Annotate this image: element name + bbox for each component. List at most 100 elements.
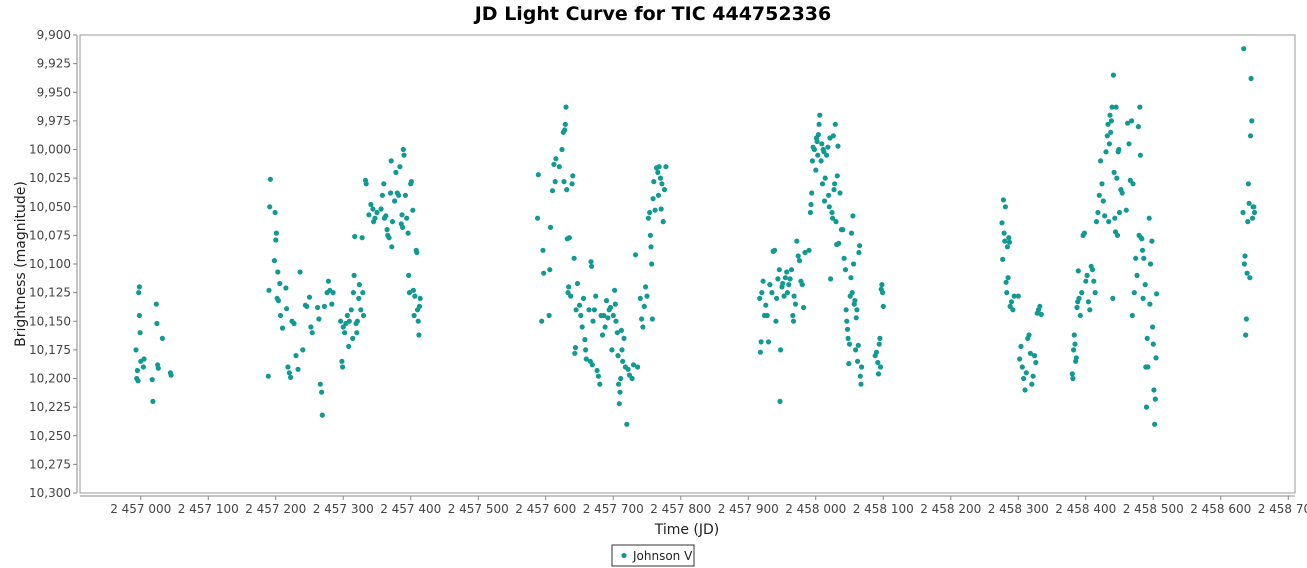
data-point <box>1248 75 1254 82</box>
data-point <box>356 282 362 288</box>
data-point <box>817 112 823 118</box>
data-point <box>265 373 271 379</box>
data-point <box>549 188 556 194</box>
data-point <box>1017 356 1023 362</box>
data-point <box>1147 301 1153 307</box>
data-point <box>578 312 584 319</box>
data-point <box>408 179 414 185</box>
data-point <box>346 318 352 324</box>
data-point <box>605 315 611 321</box>
data-point <box>1008 299 1015 305</box>
data-point <box>589 263 595 269</box>
data-point <box>1073 355 1079 361</box>
data-point <box>1106 219 1112 225</box>
data-point <box>1081 230 1087 236</box>
data-point <box>317 381 323 387</box>
data-point <box>1123 207 1129 213</box>
data-point <box>1125 120 1131 126</box>
data-point <box>759 290 765 296</box>
data-point <box>1095 209 1101 216</box>
data-point <box>338 318 344 324</box>
data-point <box>568 293 574 299</box>
data-point <box>619 347 625 353</box>
data-point <box>851 261 857 267</box>
data-point <box>291 320 297 327</box>
data-point <box>267 204 273 210</box>
data-point <box>644 293 650 299</box>
data-point <box>541 270 547 276</box>
data-point <box>841 255 847 261</box>
data-point <box>655 169 661 175</box>
data-point <box>566 284 572 290</box>
y-tick-label: 10,100 <box>29 257 71 271</box>
data-point <box>811 146 818 153</box>
data-point <box>384 227 390 233</box>
data-point <box>400 146 406 153</box>
data-point <box>1108 129 1114 135</box>
data-point <box>1147 261 1154 267</box>
data-point <box>855 342 861 348</box>
data-point <box>1002 204 1009 210</box>
data-point <box>663 164 669 170</box>
data-point <box>790 318 797 324</box>
data-point <box>579 324 585 330</box>
y-tick-label: 10,025 <box>29 171 71 185</box>
data-point <box>647 232 654 238</box>
data-point <box>363 181 369 187</box>
data-point <box>620 358 626 364</box>
data-point <box>297 269 303 275</box>
chart-title: JD Light Curve for TIC 444752336 <box>473 3 832 25</box>
data-point <box>1152 396 1158 402</box>
data-point <box>782 275 789 281</box>
data-point <box>154 320 160 327</box>
data-point <box>859 364 865 370</box>
data-point <box>569 181 575 187</box>
data-point <box>819 141 825 147</box>
data-point <box>794 238 800 244</box>
data-point <box>411 312 417 319</box>
data-point <box>775 276 781 282</box>
y-tick-label: 10,150 <box>29 314 71 328</box>
data-point <box>807 209 814 216</box>
data-point <box>397 164 403 170</box>
data-point <box>795 253 801 259</box>
data-point <box>784 269 790 275</box>
data-point <box>845 335 851 341</box>
data-point <box>826 192 832 198</box>
data-point <box>849 290 855 296</box>
data-point <box>844 318 850 324</box>
data-point <box>801 304 807 311</box>
data-point <box>1154 291 1160 297</box>
data-point <box>856 249 862 256</box>
data-point <box>614 330 620 336</box>
data-point <box>616 381 622 387</box>
data-point <box>414 249 420 256</box>
data-point <box>773 318 779 324</box>
data-point <box>630 362 637 368</box>
data-point <box>1151 387 1157 393</box>
data-point <box>136 312 142 319</box>
data-point <box>661 187 668 193</box>
x-tick-label: 2 457 800 <box>650 502 711 516</box>
data-point <box>595 373 602 379</box>
x-tick-label: 2 458 300 <box>988 502 1049 516</box>
data-point <box>1135 124 1141 130</box>
data-point <box>829 209 835 216</box>
data-point <box>1031 353 1038 359</box>
x-tick-label: 2 457 500 <box>448 502 509 516</box>
data-point <box>772 247 778 253</box>
data-point <box>416 332 422 338</box>
data-point <box>603 298 610 304</box>
data-point <box>1104 133 1110 139</box>
data-point <box>769 290 775 296</box>
data-point <box>535 215 541 221</box>
data-point <box>629 375 635 382</box>
data-point <box>559 146 565 153</box>
data-point <box>832 181 838 187</box>
data-point <box>1004 290 1010 296</box>
data-point <box>610 312 616 319</box>
data-point <box>352 233 358 240</box>
data-point <box>1003 279 1009 285</box>
data-point <box>880 303 886 309</box>
data-point <box>879 282 885 288</box>
